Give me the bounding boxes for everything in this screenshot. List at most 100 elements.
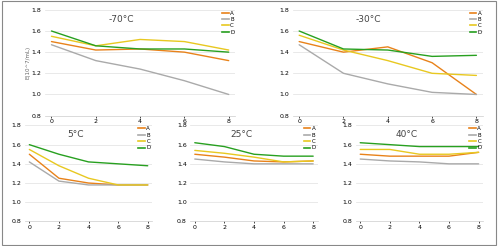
C [446,153,452,156]
A [280,160,286,163]
B [280,162,286,165]
C [26,148,32,151]
Line: A: A [195,154,313,162]
A [222,156,228,159]
B [387,159,393,162]
B [476,162,482,165]
D [115,162,121,165]
B [474,93,480,96]
C [280,160,286,163]
D [48,30,54,32]
D [429,55,435,58]
Text: 40°C: 40°C [395,130,418,139]
A [357,153,363,156]
A [48,40,54,43]
C [385,59,391,62]
B [93,59,99,62]
Legend: A, B, C, D: A, B, C, D [303,126,316,151]
B [48,43,54,46]
Line: A: A [51,42,229,61]
C [181,40,187,43]
D [93,44,99,47]
Line: B: B [195,159,313,164]
Line: B: B [360,159,479,164]
Text: 25°C: 25°C [230,130,252,139]
D [416,145,422,148]
D [357,141,363,144]
C [416,153,422,156]
C [56,164,62,167]
C [251,156,257,159]
Line: C: C [360,149,479,154]
Line: C: C [29,149,148,185]
A [137,47,143,50]
D [476,145,482,148]
B [226,93,232,96]
C [145,184,151,186]
Line: A: A [29,154,148,185]
B [446,162,452,165]
C [93,44,99,47]
X-axis label: Weeks: Weeks [130,125,150,130]
C [341,48,347,51]
Legend: A, B, C, D: A, B, C, D [138,126,151,151]
D [387,143,393,146]
A [416,155,422,158]
A [446,155,452,158]
A [429,61,435,64]
A [181,51,187,54]
D [181,47,187,50]
B [56,180,62,183]
Line: C: C [51,36,229,50]
A [310,159,316,162]
B [341,72,347,75]
D [251,153,257,156]
D [192,141,198,144]
D [145,164,151,167]
A [251,159,257,162]
B [137,68,143,71]
Text: 5°C: 5°C [68,130,84,139]
D [474,54,480,57]
C [296,34,302,37]
A [26,153,32,156]
Line: D: D [29,145,148,166]
Line: C: C [299,35,477,76]
D [446,145,452,148]
B [115,184,121,186]
A [93,48,99,51]
A [226,59,232,62]
Line: B: B [299,45,477,94]
B [26,160,32,163]
B [296,43,302,46]
D [341,47,347,50]
C [310,159,316,162]
C [192,149,198,152]
Legend: A, B, C, D: A, B, C, D [222,11,235,35]
C [137,38,143,41]
Line: B: B [51,45,229,94]
Line: C: C [195,150,313,162]
C [48,35,54,38]
B [192,157,198,160]
C [115,184,121,186]
D [222,145,228,148]
B [429,91,435,94]
B [310,162,316,165]
D [385,48,391,51]
B [86,184,92,186]
C [86,177,92,180]
A [385,45,391,48]
B [181,79,187,82]
C [474,74,480,77]
B [251,162,257,165]
D [56,153,62,156]
D [86,160,92,163]
A [145,184,151,186]
D [26,143,32,146]
Line: A: A [360,152,479,156]
A [86,182,92,184]
C [357,148,363,151]
Line: D: D [195,143,313,156]
C [226,48,232,51]
